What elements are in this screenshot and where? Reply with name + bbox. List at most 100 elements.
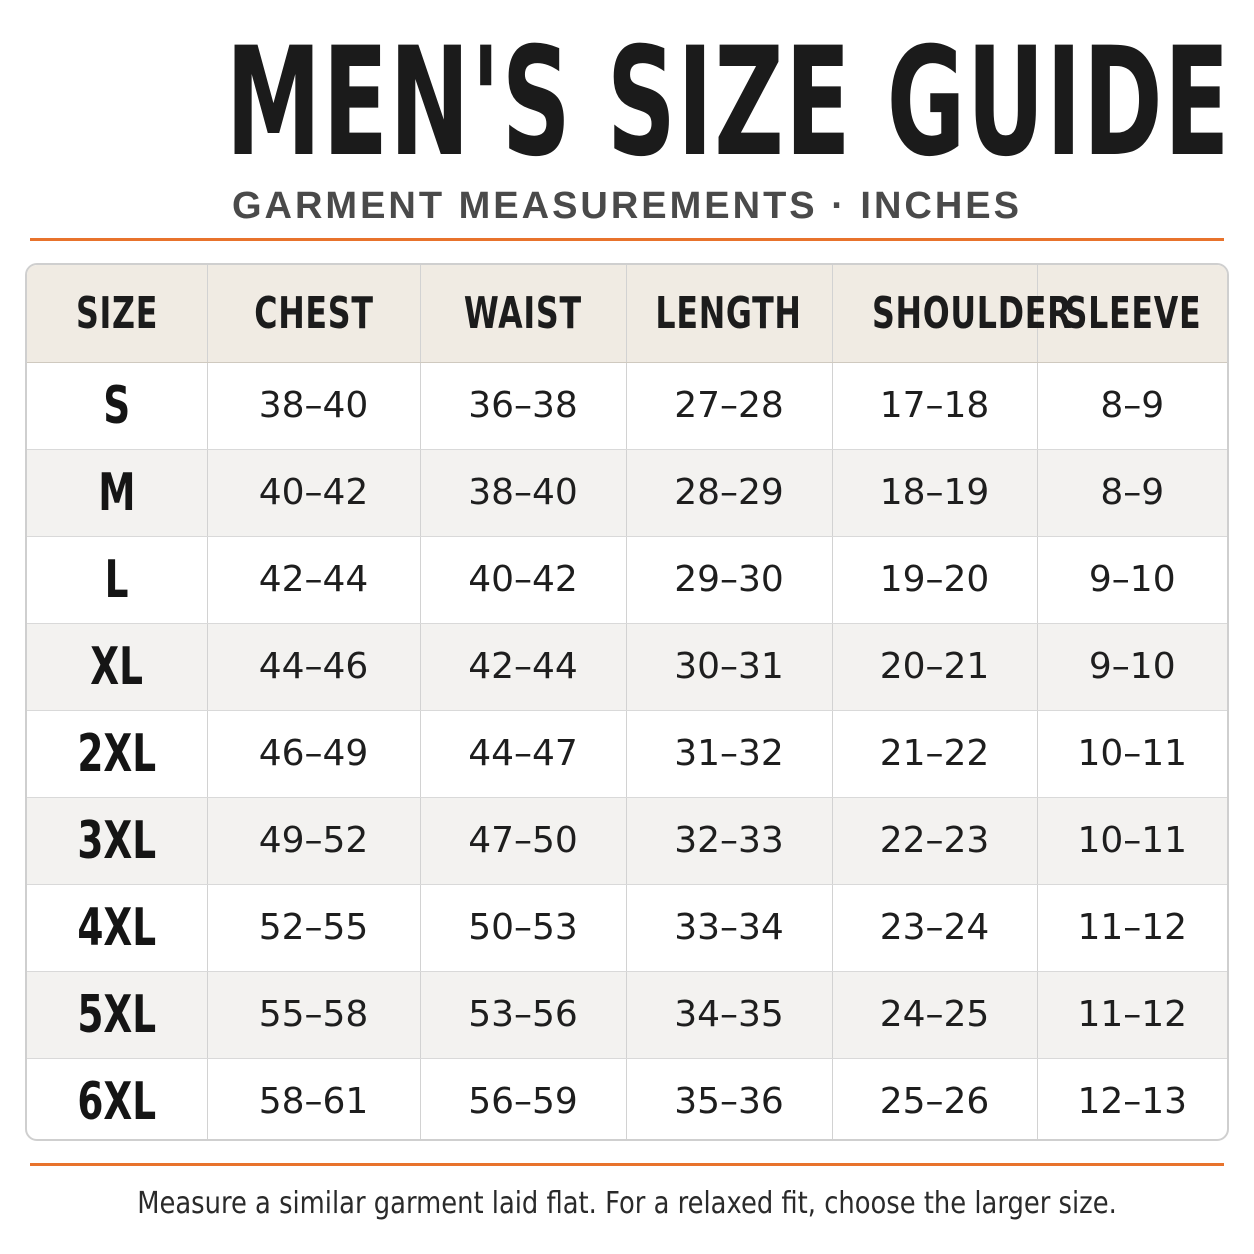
size-cell: 2XL [27,710,208,798]
header-cell-shoulder: SHOULDER [832,265,1071,363]
size-cell: XL [27,623,208,711]
top-accent-rule [30,238,1224,241]
waist-cell: 50–53 [420,884,627,972]
chest-value: 58–61 [258,1081,369,1123]
sleeve-value: 9–10 [1088,646,1176,687]
shoulder-cell: 17–18 [832,362,1038,450]
shoulder-value: 24–25 [879,994,990,1035]
footer-note: Measure a similar garment laid flat. For… [137,1186,1117,1221]
size-label: 3XL [77,810,157,871]
sleeve-cell: 11–12 [1037,884,1227,972]
length-cell: 35–36 [626,1058,833,1139]
table-row: S 38–40 36–38 27–28 17–18 8–9 [27,362,1227,450]
length-cell: 29–30 [626,536,833,624]
waist-cell: 40–42 [420,536,627,624]
waist-cell: 53–56 [420,971,627,1059]
chest-value: 44–46 [258,646,369,687]
waist-value: 56–59 [468,1081,578,1123]
chest-value: 40–42 [258,472,369,513]
chest-value: 42–44 [258,559,369,600]
length-cell: 31–32 [626,710,833,798]
waist-cell: 36–38 [420,362,627,450]
size-label: 4XL [77,897,157,958]
sleeve-value: 11–12 [1077,907,1188,948]
sleeve-cell: 8–9 [1037,449,1227,537]
shoulder-value: 22–23 [879,820,990,861]
length-cell: 27–28 [626,362,833,450]
shoulder-cell: 24–25 [832,971,1038,1059]
chest-value: 52–55 [258,907,369,948]
shoulder-cell: 18–19 [832,449,1038,537]
waist-value: 47–50 [468,820,578,861]
shoulder-value: 19–20 [879,559,990,600]
length-cell: 32–33 [626,797,833,885]
sleeve-value: 9–10 [1088,559,1176,600]
length-value: 28–29 [674,472,784,513]
size-cell: 6XL [27,1058,208,1139]
waist-value: 50–53 [468,907,578,948]
sleeve-value: 10–11 [1077,733,1188,774]
sleeve-value: 8–9 [1100,385,1165,426]
table-header: SIZE CHEST WAIST LENGTH SHOULDER SLEEVE [27,265,1227,363]
shoulder-value: 17–18 [879,385,990,426]
length-value: 31–32 [674,733,784,774]
chest-cell: 40–42 [207,449,421,537]
sleeve-cell: 11–12 [1037,971,1227,1059]
size-label: 6XL [77,1071,157,1132]
sleeve-cell: 10–11 [1037,710,1227,798]
size-label: L [104,549,129,610]
length-value: 34–35 [674,994,784,1035]
chest-value: 46–49 [258,733,369,774]
shoulder-cell: 23–24 [832,884,1038,972]
size-cell: 5XL [27,971,208,1059]
length-value: 29–30 [674,559,784,600]
shoulder-value: 23–24 [879,907,990,948]
table-row: 2XL 46–49 44–47 31–32 21–22 10–11 [27,710,1227,798]
table-row: 4XL 52–55 50–53 33–34 23–24 11–12 [27,884,1227,972]
sleeve-cell: 9–10 [1037,623,1227,711]
table-row: 5XL 55–58 53–56 34–35 24–25 11–12 [27,971,1227,1059]
size-cell: 3XL [27,797,208,885]
sleeve-cell: 10–11 [1037,797,1227,885]
size-label: 5XL [77,984,157,1045]
length-cell: 28–29 [626,449,833,537]
table-row: 6XL 58–61 56–59 35–36 25–26 12–13 [27,1058,1227,1139]
header-label-length: LENGTH [655,287,803,339]
length-cell: 33–34 [626,884,833,972]
sleeve-cell: 9–10 [1037,536,1227,624]
chest-cell: 44–46 [207,623,421,711]
chest-cell: 58–61 [207,1058,421,1139]
waist-cell: 44–47 [420,710,627,798]
waist-value: 36–38 [468,385,578,426]
table-row: L 42–44 40–42 29–30 19–20 9–10 [27,536,1227,624]
bottom-accent-rule [30,1163,1224,1166]
length-cell: 30–31 [626,623,833,711]
table-row: M 40–42 38–40 28–29 18–19 8–9 [27,449,1227,537]
table-row: 3XL 49–52 47–50 32–33 22–23 10–11 [27,797,1227,885]
size-table-card: SIZE CHEST WAIST LENGTH SHOULDER SLEEVE … [25,263,1229,1141]
size-cell: M [27,449,208,537]
chest-cell: 49–52 [207,797,421,885]
header-cell-waist: WAIST [420,265,627,363]
header-label-shoulder: SHOULDER [871,287,1072,339]
chest-value: 55–58 [258,994,369,1035]
chest-value: 38–40 [258,385,369,426]
shoulder-value: 20–21 [879,646,990,687]
chest-cell: 42–44 [207,536,421,624]
waist-value: 38–40 [468,472,578,513]
header-row: SIZE CHEST WAIST LENGTH SHOULDER SLEEVE [27,265,1227,363]
header-label-chest: CHEST [253,287,374,339]
length-value: 27–28 [674,385,784,426]
chest-cell: 52–55 [207,884,421,972]
waist-value: 40–42 [468,559,578,600]
shoulder-cell: 22–23 [832,797,1038,885]
waist-cell: 56–59 [420,1058,627,1139]
shoulder-cell: 21–22 [832,710,1038,798]
chest-cell: 55–58 [207,971,421,1059]
header-cell-chest: CHEST [207,265,421,363]
length-value: 33–34 [674,907,784,948]
sleeve-value: 12–13 [1077,1081,1188,1123]
size-cell: L [27,536,208,624]
header-label-waist: WAIST [464,287,582,339]
waist-value: 53–56 [468,994,578,1035]
